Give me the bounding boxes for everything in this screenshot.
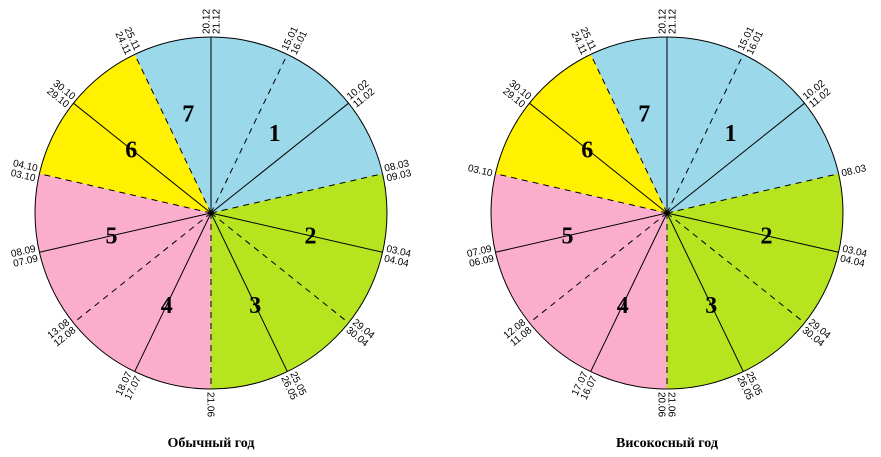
date-label: 20.12 (658, 9, 669, 34)
dashed-boundary-line (210, 173, 383, 214)
date-label: 21.12 (668, 9, 679, 34)
solid-boundary-line (495, 212, 668, 253)
date-label: 21.06 (666, 392, 677, 417)
segment-number-2: 2 (305, 224, 317, 250)
segment-number-5: 5 (106, 224, 118, 250)
dashed-boundary-line (210, 54, 288, 214)
caption-leap-year: Високосный год (616, 436, 718, 451)
dashed-boundary-line (666, 212, 805, 324)
date-label: 20.12 (202, 9, 213, 34)
segment-7 (134, 37, 211, 213)
segment-3 (211, 213, 349, 389)
segment-5 (34, 173, 211, 323)
date-label: 08.03 (840, 163, 867, 179)
solid-boundary-line (529, 102, 668, 214)
dashed-boundary-line (39, 173, 212, 214)
dashed-boundary-line (666, 173, 839, 214)
segment-number-7: 7 (638, 102, 650, 128)
dashed-boundary-line (210, 212, 349, 324)
solid-boundary-line (39, 212, 212, 253)
dashed-boundary-line (590, 54, 668, 214)
segment-4 (529, 213, 667, 389)
caption-regular-year: Обычный год (168, 436, 255, 451)
dashed-boundary-line (666, 54, 744, 214)
segment-number-3: 3 (705, 293, 717, 319)
segment-number-7: 7 (182, 102, 194, 128)
segment-number-5: 5 (562, 224, 574, 250)
solid-boundary-line (210, 212, 288, 372)
segment-3 (667, 213, 805, 389)
segment-number-6: 6 (125, 137, 137, 163)
date-label: 03.10 (467, 163, 494, 179)
solid-boundary-line (210, 102, 349, 214)
segment-1 (211, 37, 383, 213)
dashed-boundary-line (495, 173, 668, 214)
segment-2 (211, 173, 388, 323)
segment-number-6: 6 (581, 137, 593, 163)
solid-boundary-line (666, 102, 805, 214)
segment-4 (73, 213, 211, 389)
dashed-boundary-line (134, 54, 212, 214)
segment-number-1: 1 (725, 121, 737, 147)
date-label: 20.06 (656, 392, 667, 417)
segment-2 (667, 173, 844, 323)
solid-boundary-line (590, 212, 668, 372)
segment-number-1: 1 (269, 121, 281, 147)
segment-number-4: 4 (617, 293, 629, 319)
solid-boundary-line (210, 212, 383, 253)
segment-1 (667, 37, 839, 213)
outline-circle (490, 36, 844, 390)
date-label: 21.06 (205, 392, 216, 417)
segment-number-3: 3 (249, 293, 261, 319)
dashed-boundary-line (529, 212, 668, 324)
segment-6 (495, 54, 667, 213)
dashed-boundary-line (73, 212, 212, 324)
solid-boundary-line (73, 102, 212, 214)
solid-boundary-line (134, 212, 212, 372)
date-label: 21.12 (212, 9, 223, 34)
segment-6 (39, 54, 211, 213)
outline-circle (34, 36, 388, 390)
segment-number-2: 2 (761, 224, 773, 250)
segment-number-4: 4 (161, 293, 173, 319)
segment-5 (490, 173, 667, 323)
segment-7 (590, 37, 667, 213)
solid-boundary-line (666, 212, 744, 372)
solid-boundary-line (666, 212, 839, 253)
